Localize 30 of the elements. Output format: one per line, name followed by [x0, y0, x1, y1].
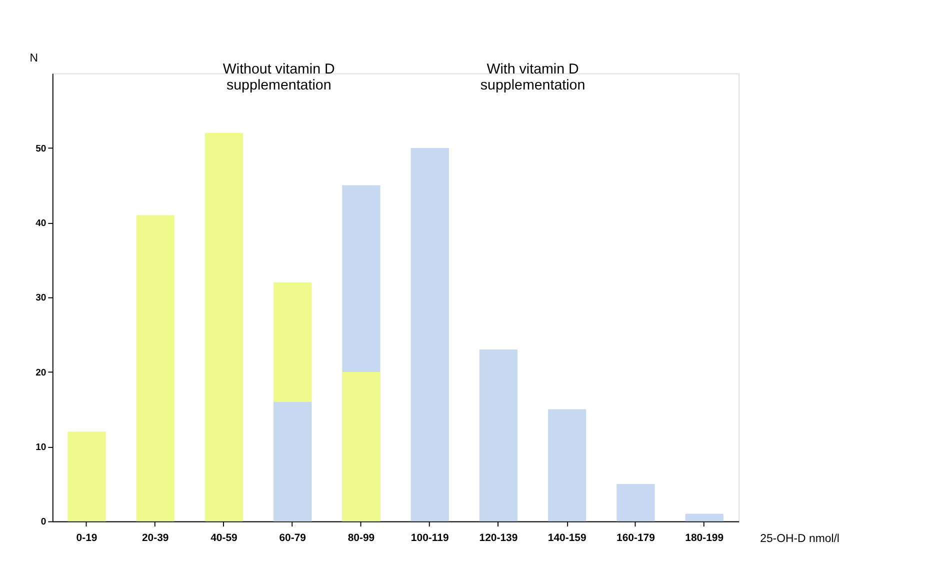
x-tick-label: 100-119 [410, 532, 449, 544]
bar [685, 514, 724, 522]
bar [479, 350, 518, 522]
y-tick-label: 30 [36, 292, 46, 304]
y-axis-title: N [30, 52, 38, 64]
bar [616, 484, 655, 522]
x-tick-label: 60-79 [279, 532, 306, 544]
x-tick-label: 0-19 [76, 532, 98, 544]
x-tick-label: 180-199 [685, 532, 724, 544]
x-tick-label: 20-39 [142, 532, 169, 544]
bar [274, 402, 312, 522]
x-tick-label: 120-139 [479, 532, 518, 544]
bar [68, 432, 106, 522]
x-tick-label: 80-99 [348, 532, 375, 544]
y-tick-label: 40 [36, 218, 46, 229]
x-tick-label: 160-179 [616, 532, 656, 544]
bar [342, 372, 380, 522]
y-tick-label: 10 [36, 442, 46, 453]
bar [410, 148, 449, 522]
bar [204, 133, 244, 522]
x-axis-title: 25-OH-D nmol/l [760, 532, 840, 545]
y-tick-label: 50 [36, 143, 46, 154]
bar [136, 215, 174, 522]
x-tick-label: 140-159 [548, 532, 586, 544]
y-tick-label: 0 [40, 516, 46, 528]
y-tick-label: 20 [36, 367, 46, 378]
annotation: With vitamin D supplementation [480, 61, 586, 94]
bar [548, 409, 586, 522]
x-tick-label: 40-59 [210, 532, 238, 544]
annotation: Without vitamin D supplementation [222, 61, 335, 94]
